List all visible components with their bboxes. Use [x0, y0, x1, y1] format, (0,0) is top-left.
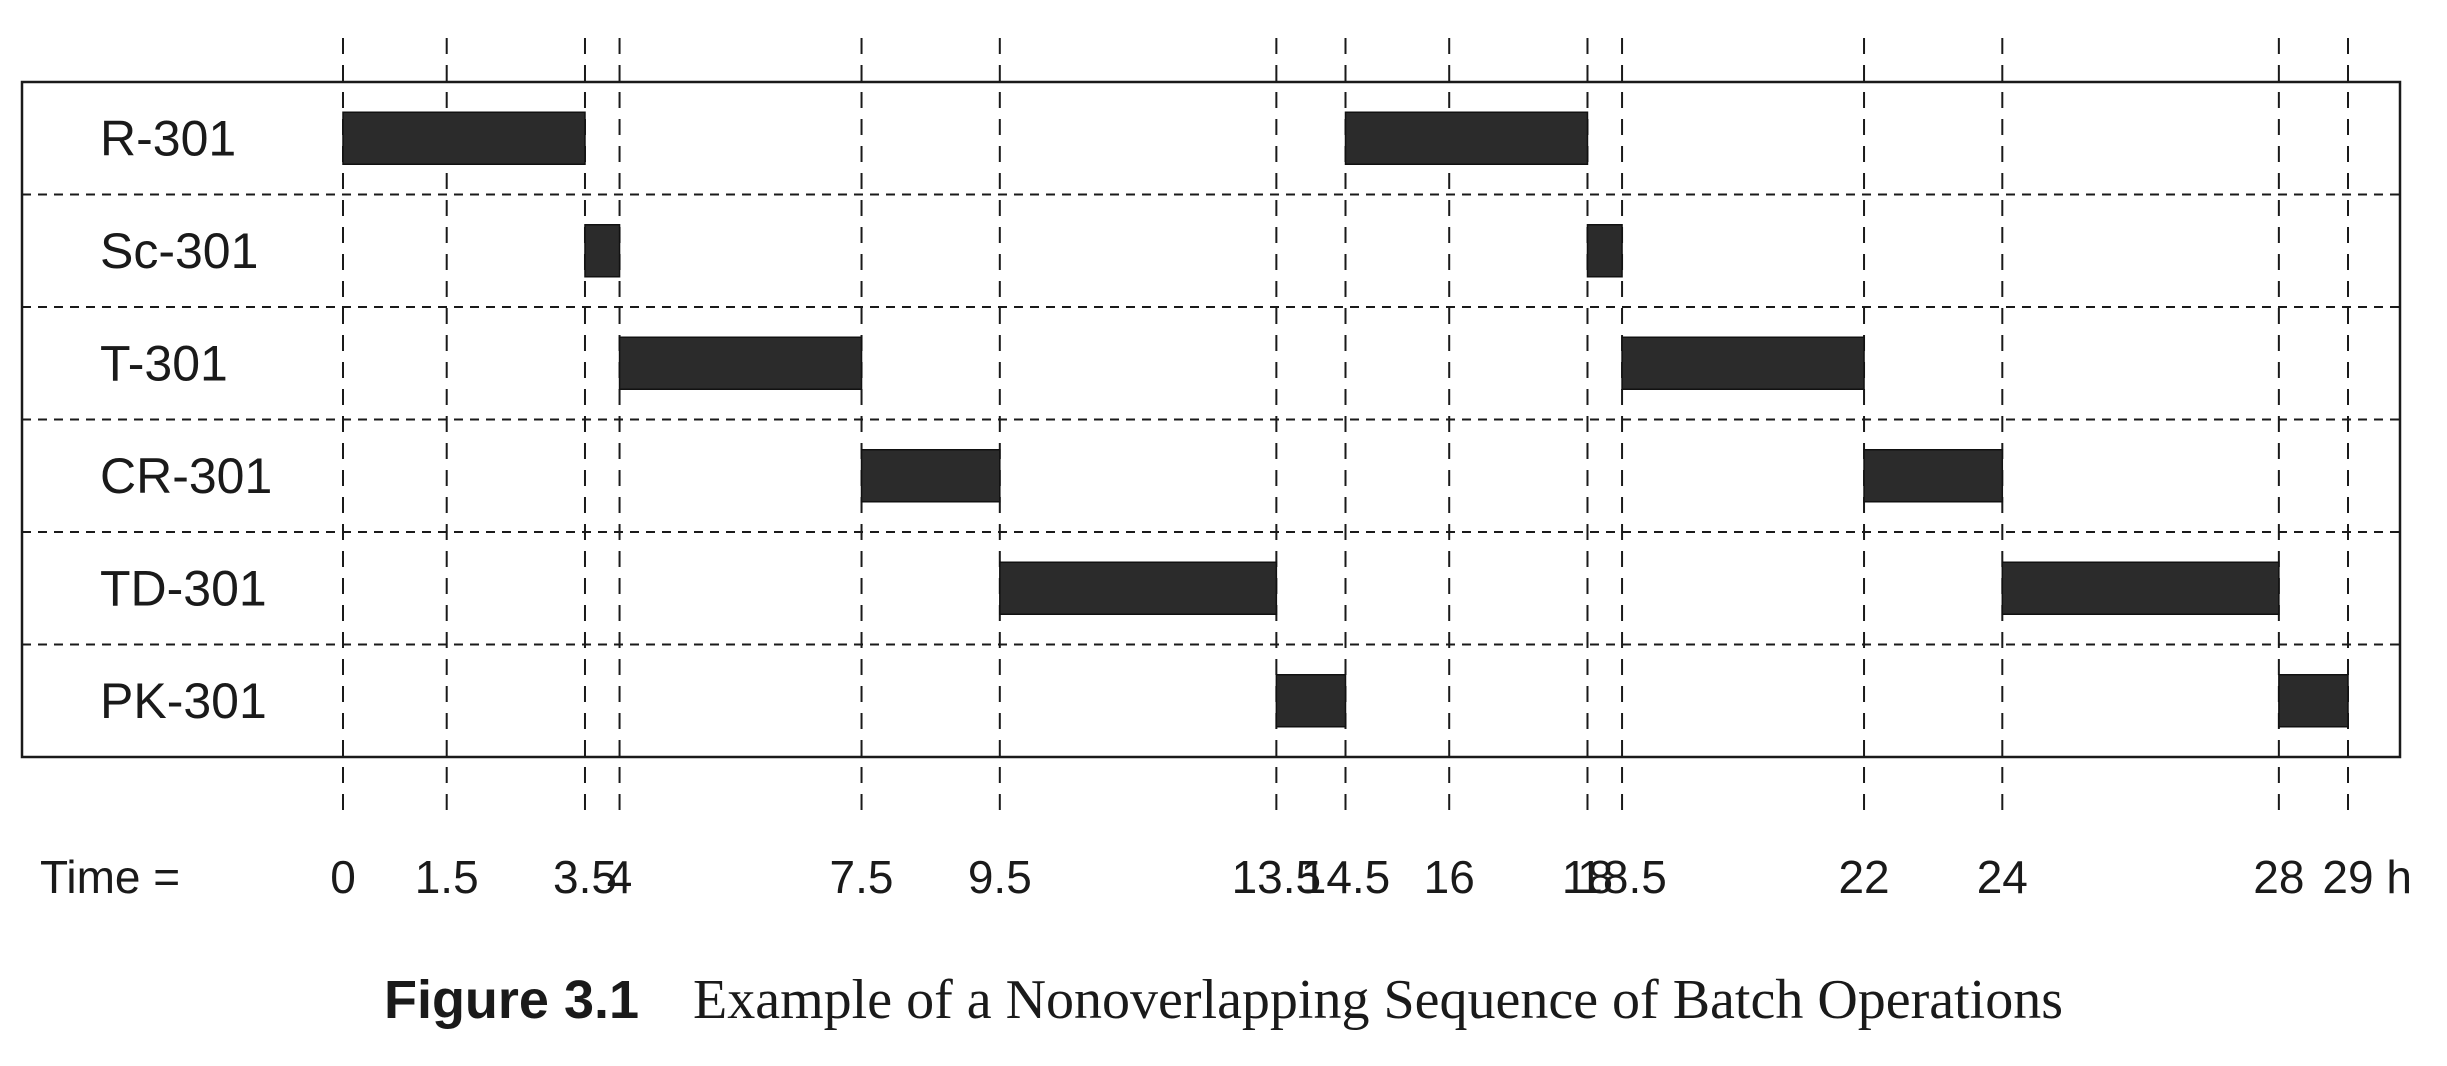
bar-pk-301-13-5-14-5	[1275, 674, 1347, 728]
row-label-pk-301: PK-301	[100, 673, 267, 729]
bar-pk-301-28-29	[2278, 674, 2349, 728]
tick-label-24: 24	[1977, 851, 2028, 903]
caption-number: Figure 3.1	[383, 970, 640, 1030]
bar-td-301-9-5-13-5	[999, 561, 1278, 615]
bar-cr-301-7-5-9-5	[860, 449, 1001, 503]
tick-label-14-5: 14.5	[1301, 851, 1391, 903]
bar-td-301-24-28	[2001, 561, 2280, 615]
tick-label-3-5: 3.5	[553, 851, 617, 903]
tick-label-18-5: 18.5	[1577, 851, 1667, 903]
grid-layer	[22, 38, 2400, 818]
bar-cr-301-22-24	[1863, 449, 2004, 503]
tick-label-7-5: 7.5	[830, 851, 894, 903]
tick-label-0: 0	[330, 851, 356, 903]
row-label-r-301: R-301	[100, 110, 236, 166]
bar-layer	[342, 111, 2349, 728]
bar-t-301-4-7-5	[618, 336, 863, 390]
tick-label-28: 28	[2253, 851, 2304, 903]
tick-label-13-5: 13.5	[1232, 851, 1322, 903]
tick-label-18: 18	[1562, 851, 1613, 903]
plot-frame	[20, 80, 2402, 759]
tick-label-22: 22	[1838, 851, 1889, 903]
tick-label-16: 16	[1424, 851, 1475, 903]
tick-label-9-5: 9.5	[968, 851, 1032, 903]
row-labels: R-301 Sc-301 T-301 CR-301 TD-301 PK-301	[100, 110, 272, 729]
x-axis-label: Time =	[40, 851, 180, 903]
tick-label-1-5: 1.5	[415, 851, 479, 903]
bar-t-301-18-5-22	[1621, 336, 1865, 390]
row-label-td-301: TD-301	[100, 560, 267, 616]
bar-r-301-14-5-18	[1344, 111, 1589, 165]
row-label-t-301: T-301	[100, 335, 228, 391]
tick-label-29-h: 29 h	[2322, 851, 2412, 903]
bar-sc-301-18-18-5	[1586, 224, 1623, 278]
row-label-cr-301: CR-301	[100, 448, 272, 504]
tick-label-4: 4	[607, 851, 633, 903]
bar-r-301-0-3-5	[342, 111, 586, 165]
caption-text: Example of a Nonoverlapping Sequence of …	[693, 969, 2064, 1031]
gantt-chart: R-301 Sc-301 T-301 CR-301 TD-301 PK-301 Time …	[20, 38, 2412, 903]
row-label-sc-301: Sc-301	[100, 223, 258, 279]
figure-caption: Figure 3.1 Example of a Nonoverlapping Se…	[0, 968, 2447, 1032]
bar-sc-301-3-5-4	[584, 224, 621, 278]
